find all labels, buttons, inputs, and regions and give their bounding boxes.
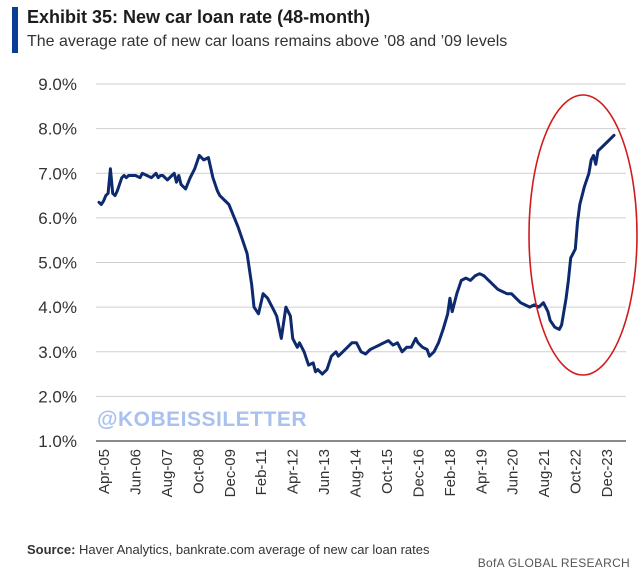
- y-axis-ticks: 1.0% 2.0% 3.0% 4.0% 5.0% 6.0% 7.0% 8.0% 9.0%: [38, 75, 77, 451]
- x-tick-label: Apr-12: [285, 449, 302, 494]
- x-tick-label: Dec-16: [410, 449, 427, 497]
- source-note: Source: Haver Analytics, bankrate.com av…: [27, 542, 430, 557]
- series-line: [97, 133, 616, 376]
- y-tick-label: 7.0%: [38, 164, 77, 183]
- chart-title: Exhibit 35: New car loan rate (48-month): [27, 7, 371, 27]
- source-label: Source:: [27, 542, 76, 557]
- x-tick-label: Apr-05: [96, 449, 113, 494]
- source-text: Haver Analytics, bankrate.com average of…: [79, 542, 430, 557]
- x-tick-label: Jun-06: [127, 449, 144, 495]
- x-tick-label: Aug-21: [536, 449, 553, 497]
- x-tick-label: Apr-19: [473, 449, 490, 494]
- x-tick-label: Dec-23: [599, 449, 616, 497]
- x-tick-label: Feb-11: [253, 449, 270, 495]
- x-tick-label: Aug-07: [159, 449, 176, 497]
- watermark-text: @KOBEISSILETTER: [97, 408, 307, 431]
- y-tick-label: 4.0%: [38, 298, 77, 317]
- y-tick-label: 8.0%: [38, 120, 77, 139]
- x-tick-label: Dec-09: [222, 449, 239, 497]
- y-tick-label: 2.0%: [38, 387, 77, 406]
- x-tick-label: Oct-22: [568, 449, 585, 494]
- x-tick-label: Jun-13: [316, 449, 333, 495]
- brand-label: BofA GLOBAL RESEARCH: [477, 556, 630, 570]
- y-tick-label: 1.0%: [38, 432, 77, 451]
- y-tick-label: 3.0%: [38, 343, 77, 362]
- x-tick-label: Jun-20: [505, 449, 522, 495]
- y-tick-label: 6.0%: [38, 209, 77, 228]
- chart-subtitle: The average rate of new car loans remain…: [27, 33, 508, 50]
- highlight-ellipse: [528, 94, 638, 376]
- x-tick-label: Aug-14: [348, 449, 365, 497]
- x-tick-label: Oct-15: [379, 449, 396, 494]
- y-tick-label: 5.0%: [38, 254, 77, 273]
- title-accent-bar: [12, 7, 18, 53]
- x-axis-ticks: Apr-05 Jun-06 Aug-07 Oct-08 Dec-09 Feb-11 Apr-…: [96, 449, 616, 497]
- x-tick-label: Feb-18: [442, 449, 459, 497]
- x-tick-label: Oct-08: [190, 449, 207, 494]
- y-tick-label: 9.0%: [38, 75, 77, 94]
